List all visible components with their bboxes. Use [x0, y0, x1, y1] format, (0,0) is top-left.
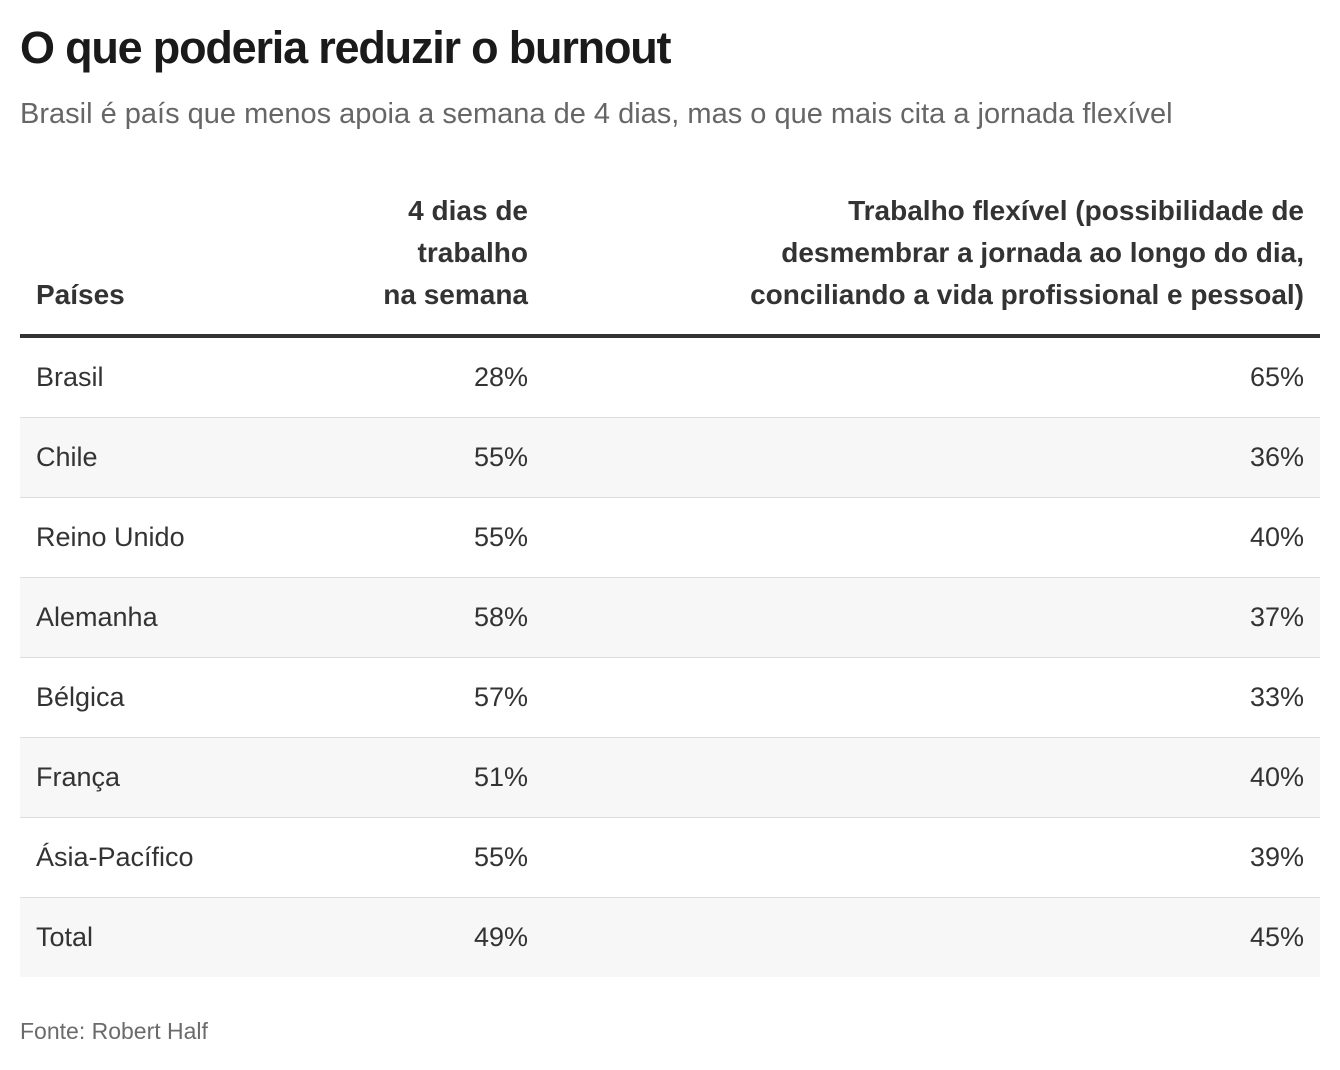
four-day-week-cell: 51%	[280, 737, 544, 818]
four-day-week-cell: 58%	[280, 577, 544, 658]
table-row: Chile 55% 36%	[20, 417, 1320, 498]
flexible-work-cell: 39%	[544, 817, 1320, 898]
table-body: Brasil 28% 65% Chile 55% 36% Reino Unido 55% 40%…	[20, 336, 1320, 977]
column-header-line: Trabalho flexível (possibilidade de	[848, 195, 1304, 226]
flexible-work-cell: 33%	[544, 657, 1320, 738]
country-cell: Alemanha	[20, 577, 280, 658]
country-cell: Bélgica	[20, 657, 280, 738]
data-table: Países 4 dias de trabalho na semana Traba…	[20, 190, 1320, 977]
column-header-line: 4 dias de trabalho	[408, 195, 528, 268]
table-row: Ásia-Pacífico 55% 39%	[20, 817, 1320, 898]
column-header-line: conciliando a vida profissional e pessoa…	[750, 279, 1304, 310]
flexible-work-cell: 65%	[544, 336, 1320, 418]
flexible-work-cell: 40%	[544, 497, 1320, 578]
four-day-week-cell: 57%	[280, 657, 544, 738]
table-row: Reino Unido 55% 40%	[20, 497, 1320, 578]
table-row: Total 49% 45%	[20, 897, 1320, 977]
table-row: Brasil 28% 65%	[20, 336, 1320, 418]
column-header-four-day-week: 4 dias de trabalho na semana	[280, 190, 544, 338]
table-header: Países 4 dias de trabalho na semana Traba…	[20, 190, 1320, 338]
chart-subtitle: Brasil é país que menos apoia a semana d…	[20, 98, 1173, 130]
column-header-countries: Países	[20, 190, 280, 338]
country-cell: França	[20, 737, 280, 818]
country-cell: Chile	[20, 417, 280, 498]
country-cell: Total	[20, 897, 280, 977]
four-day-week-cell: 28%	[280, 336, 544, 418]
table-row: Bélgica 57% 33%	[20, 657, 1320, 738]
table-row: Alemanha 58% 37%	[20, 577, 1320, 658]
header-row: Países 4 dias de trabalho na semana Traba…	[20, 190, 1320, 338]
flexible-work-cell: 36%	[544, 417, 1320, 498]
column-header-line: desmembrar a jornada ao longo do dia,	[781, 237, 1304, 268]
table-row: França 51% 40%	[20, 737, 1320, 818]
four-day-week-cell: 55%	[280, 417, 544, 498]
flexible-work-cell: 45%	[544, 897, 1320, 977]
column-header-line: Países	[36, 279, 125, 310]
country-cell: Reino Unido	[20, 497, 280, 578]
column-header-line: na semana	[383, 279, 528, 310]
flexible-work-cell: 40%	[544, 737, 1320, 818]
country-cell: Ásia-Pacífico	[20, 817, 280, 898]
country-cell: Brasil	[20, 336, 280, 418]
source-note: Fonte: Robert Half	[20, 1018, 208, 1044]
four-day-week-cell: 49%	[280, 897, 544, 977]
four-day-week-cell: 55%	[280, 817, 544, 898]
column-header-flexible-work: Trabalho flexível (possibilidade de desme…	[544, 190, 1320, 338]
four-day-week-cell: 55%	[280, 497, 544, 578]
flexible-work-cell: 37%	[544, 577, 1320, 658]
chart-title: O que poderia reduzir o burnout	[20, 22, 672, 73]
